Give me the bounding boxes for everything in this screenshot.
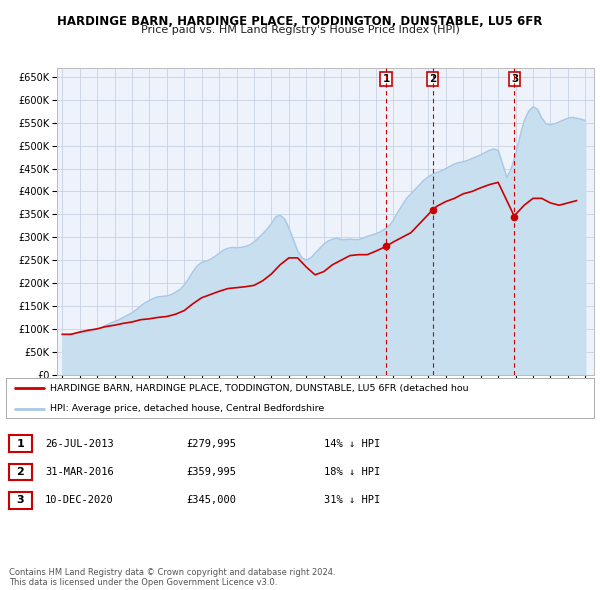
Text: 3: 3 [511,74,518,84]
Text: £279,995: £279,995 [186,439,236,448]
Text: 31-MAR-2016: 31-MAR-2016 [45,467,114,477]
Text: 26-JUL-2013: 26-JUL-2013 [45,439,114,448]
Text: Price paid vs. HM Land Registry's House Price Index (HPI): Price paid vs. HM Land Registry's House … [140,25,460,35]
Text: 1: 1 [382,74,389,84]
Text: 3: 3 [17,496,24,505]
Text: £359,995: £359,995 [186,467,236,477]
Text: 18% ↓ HPI: 18% ↓ HPI [324,467,380,477]
Text: 14% ↓ HPI: 14% ↓ HPI [324,439,380,448]
Text: 2: 2 [429,74,436,84]
Text: 2: 2 [17,467,24,477]
Text: 1: 1 [17,439,24,448]
Text: HARDINGE BARN, HARDINGE PLACE, TODDINGTON, DUNSTABLE, LU5 6FR: HARDINGE BARN, HARDINGE PLACE, TODDINGTO… [58,15,542,28]
Text: HPI: Average price, detached house, Central Bedfordshire: HPI: Average price, detached house, Cent… [50,404,325,414]
Text: £345,000: £345,000 [186,496,236,505]
Text: HARDINGE BARN, HARDINGE PLACE, TODDINGTON, DUNSTABLE, LU5 6FR (detached hou: HARDINGE BARN, HARDINGE PLACE, TODDINGTO… [50,384,469,393]
Text: 10-DEC-2020: 10-DEC-2020 [45,496,114,505]
Text: 31% ↓ HPI: 31% ↓ HPI [324,496,380,505]
Text: Contains HM Land Registry data © Crown copyright and database right 2024.
This d: Contains HM Land Registry data © Crown c… [9,568,335,587]
